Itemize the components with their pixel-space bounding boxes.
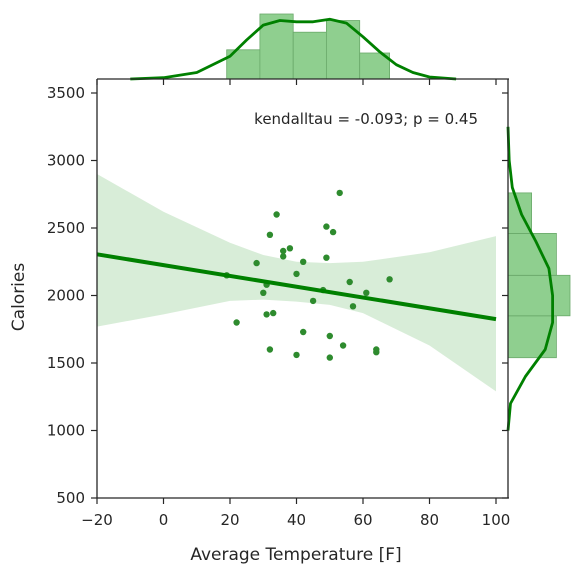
y-tick-label: 500 xyxy=(56,489,85,507)
data-point xyxy=(349,303,357,310)
data-point xyxy=(293,351,300,359)
data-point xyxy=(266,346,274,353)
data-point xyxy=(273,211,280,218)
top-histogram-bar xyxy=(292,31,327,80)
data-point xyxy=(263,311,270,318)
data-point xyxy=(323,223,330,230)
top-marginal-histogram xyxy=(130,13,457,81)
data-point xyxy=(260,289,267,296)
data-point xyxy=(266,231,274,238)
data-point xyxy=(309,297,317,305)
data-point xyxy=(253,259,260,267)
y-axis-title: Calories xyxy=(9,263,29,332)
y-tick-label: 2000 xyxy=(47,287,85,305)
scatter-plot-area xyxy=(96,174,497,392)
data-point xyxy=(373,349,380,356)
data-point xyxy=(293,270,300,278)
x-tick-label: 80 xyxy=(420,511,439,529)
data-point xyxy=(326,354,333,361)
x-tick-label: 100 xyxy=(482,511,511,529)
y-tick-label: 3000 xyxy=(47,152,85,170)
right-marginal-histogram xyxy=(506,126,571,431)
y-tick-label: 2500 xyxy=(47,219,85,237)
axes: −20 0 20 40 60 80 100 500 1000 1500 2000 2500 3000 35… xyxy=(47,78,511,529)
data-point xyxy=(300,328,307,336)
data-point xyxy=(286,245,294,252)
data-point xyxy=(339,342,347,349)
data-point xyxy=(280,247,287,255)
x-tick-label: 40 xyxy=(287,511,306,529)
y-tick-label: 3500 xyxy=(47,84,85,102)
confidence-band xyxy=(97,174,496,392)
data-point xyxy=(233,319,240,326)
data-point xyxy=(326,332,333,340)
x-tick-label: −20 xyxy=(81,511,113,529)
top-kde-curve xyxy=(130,17,457,81)
data-point xyxy=(386,276,393,283)
right-kde-curve xyxy=(506,126,554,431)
data-point xyxy=(336,189,343,197)
data-point xyxy=(329,228,337,236)
y-tick-label: 1500 xyxy=(47,354,85,372)
x-tick-label: 60 xyxy=(353,511,372,529)
x-tick-label: 0 xyxy=(159,511,169,529)
data-point xyxy=(363,289,370,296)
right-histogram-bar xyxy=(507,274,571,317)
data-point xyxy=(346,278,353,286)
x-axis-title: Average Temperature [F] xyxy=(190,545,401,565)
kendalltau-annotation: kendalltau = -0.093; p = 0.45 xyxy=(254,110,478,128)
data-point xyxy=(300,258,307,265)
data-point xyxy=(280,253,287,260)
regression-line xyxy=(96,252,497,322)
data-point xyxy=(323,254,330,261)
x-tick-label: 20 xyxy=(220,511,239,529)
y-tick-label: 1000 xyxy=(47,422,85,440)
data-point xyxy=(270,309,277,317)
